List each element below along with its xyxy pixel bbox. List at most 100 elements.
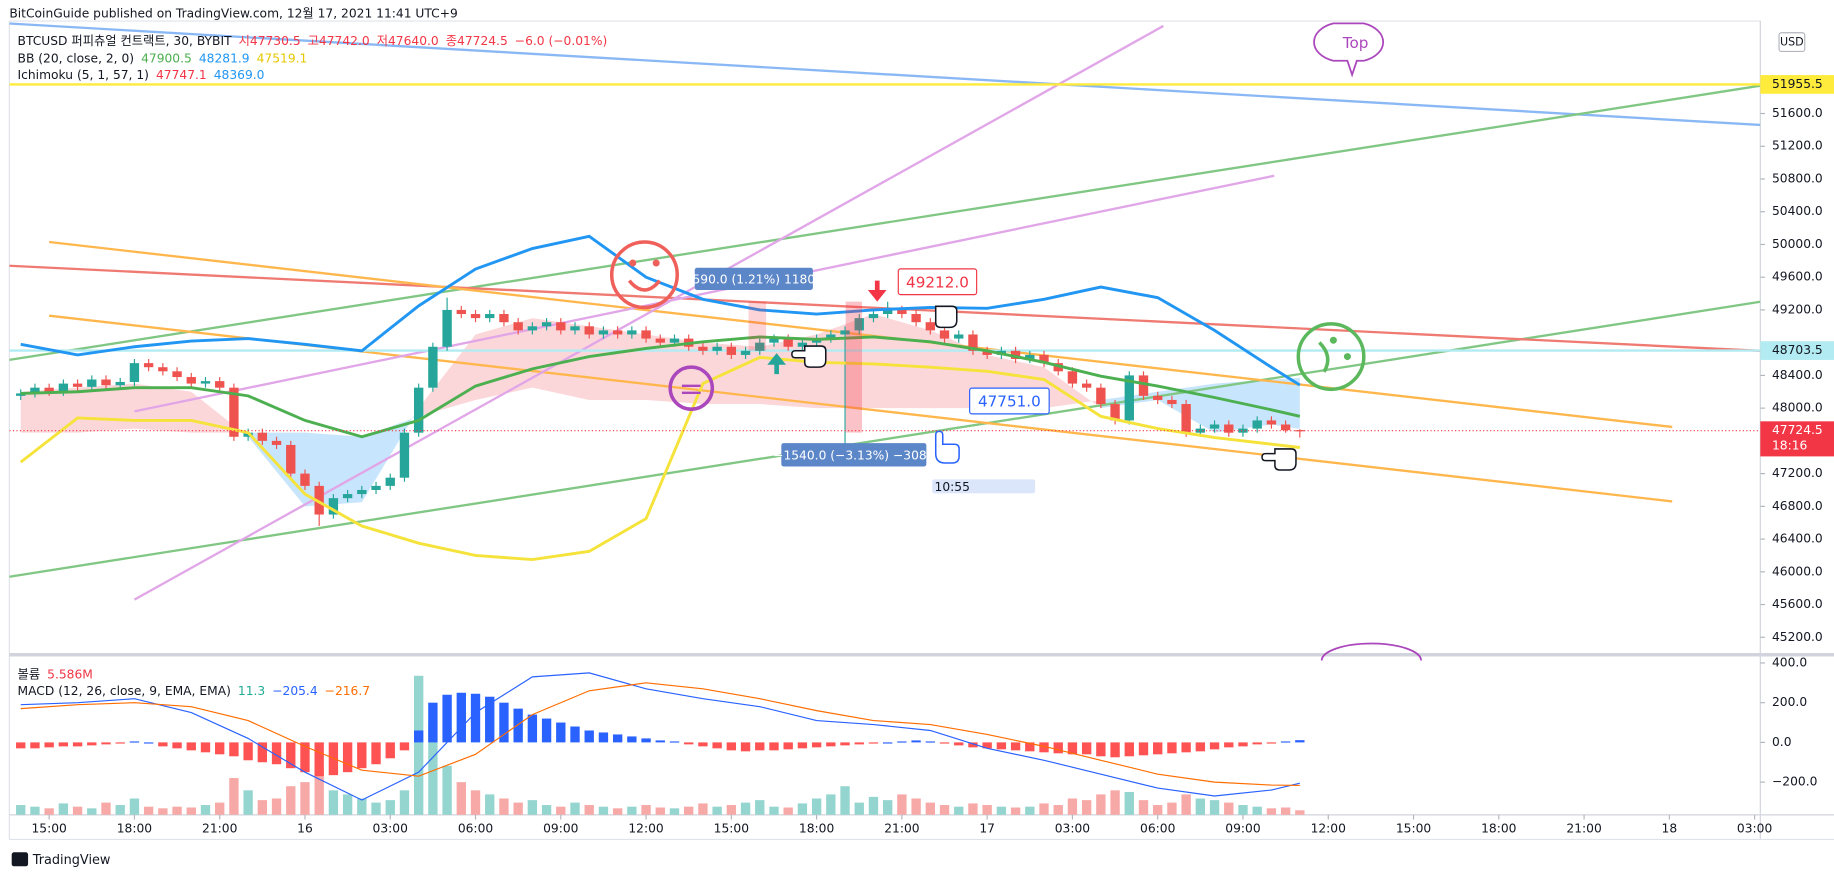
candle-body xyxy=(385,477,395,486)
candle-body xyxy=(968,334,978,351)
volume-bar xyxy=(612,808,623,815)
macd-histogram-bar xyxy=(342,742,353,773)
macd-histogram-bar xyxy=(1153,742,1163,755)
macd-histogram-bar xyxy=(357,742,367,769)
trendline xyxy=(9,84,1761,362)
volume-bar xyxy=(996,806,1007,815)
candle-body xyxy=(1138,375,1149,396)
volume-bar xyxy=(570,802,580,815)
volume-bar xyxy=(1153,805,1163,815)
candle-body xyxy=(570,326,580,331)
candle-body xyxy=(612,330,623,335)
y-tick-label: 48000.0 xyxy=(1772,401,1823,415)
x-tick-label: 12:00 xyxy=(628,821,663,835)
macd-histogram-bar xyxy=(115,742,125,744)
y-tick-label: 51200.0 xyxy=(1772,139,1823,153)
volume-bar xyxy=(58,803,69,815)
volume-bar xyxy=(769,806,779,815)
legend-row: 볼륨 5.586M xyxy=(18,667,93,681)
candle-body xyxy=(1238,428,1248,433)
macd-histogram-bar xyxy=(925,741,935,743)
change: −6.0 (−0.01%) xyxy=(515,33,608,47)
candle-body xyxy=(527,326,538,331)
candle-body xyxy=(925,322,935,331)
candle-body xyxy=(172,371,182,378)
volume-bar xyxy=(783,807,793,815)
candle-body xyxy=(911,314,921,323)
volume-bar xyxy=(286,786,296,815)
candle-body xyxy=(698,346,708,351)
y-tick-label: 50000.0 xyxy=(1772,237,1823,251)
legend-row: BB (20, close, 2, 0) 47900.5 48281.9 47519.… xyxy=(18,51,308,65)
volume-bar xyxy=(982,805,992,815)
candle-body xyxy=(1295,430,1305,432)
trendline xyxy=(9,300,1761,578)
macd-histogram-bar xyxy=(413,730,424,743)
candle-body xyxy=(556,322,566,331)
candle-body xyxy=(868,314,879,319)
macd-histogram-bar xyxy=(612,734,623,743)
x-tick-label: 18:00 xyxy=(1481,821,1516,835)
macd-histogram-bar xyxy=(911,740,921,743)
volume-bar xyxy=(101,802,111,815)
candle-body xyxy=(1124,375,1134,421)
callout-bubble xyxy=(1313,22,1385,78)
candle-body xyxy=(286,444,296,474)
annotation-box xyxy=(969,387,1050,415)
macd-histogram-bar xyxy=(1025,742,1035,752)
x-tick-label: 06:00 xyxy=(458,821,493,835)
neutral-face xyxy=(668,365,715,411)
volume-bar xyxy=(413,675,424,815)
macd-histogram-bar xyxy=(58,742,69,747)
candle-body xyxy=(499,314,509,323)
volume-bar xyxy=(726,805,737,815)
macd-histogram-bar xyxy=(1053,742,1063,754)
candle-body xyxy=(740,350,751,355)
volume-bar xyxy=(755,800,765,815)
volume-bar xyxy=(939,805,950,815)
macd-histogram-bar xyxy=(485,696,495,743)
macd-histogram-bar xyxy=(755,742,765,751)
volume-bar xyxy=(968,803,978,815)
macd-histogram-bar xyxy=(428,702,438,743)
legend-row: MACD (12, 26, close, 9, EMA, EMA) 11.3 −20… xyxy=(18,683,371,697)
x-tick-label: 06:00 xyxy=(1140,821,1175,835)
macd-histogram-bar xyxy=(129,741,140,743)
annotation-box xyxy=(694,267,813,290)
macd-histogram-bar xyxy=(698,742,708,747)
macd-histogram-bar xyxy=(1266,742,1277,744)
candle-body xyxy=(371,485,381,490)
macd-pane xyxy=(16,672,1305,815)
volume-bar xyxy=(371,802,381,815)
candle-body xyxy=(158,367,168,372)
face-eye xyxy=(629,259,637,267)
candle-body xyxy=(655,338,665,343)
trendline xyxy=(49,240,1673,429)
macd-histogram-bar xyxy=(371,742,381,765)
currency-box xyxy=(1778,32,1806,53)
indicator-label: Ichimoku (5, 1, 57, 1) xyxy=(18,67,149,81)
macd-histogram-bar xyxy=(826,742,836,747)
volume-bar xyxy=(342,794,353,815)
macd-histogram-bar xyxy=(556,722,566,743)
macd-tick-label: 200.0 xyxy=(1772,695,1807,709)
volume-bar xyxy=(684,806,694,815)
callout-bubble xyxy=(1320,642,1422,661)
macd-histogram-bar xyxy=(740,742,751,752)
volume-bar xyxy=(257,800,268,815)
volume-bar xyxy=(1238,805,1248,815)
macd-line xyxy=(20,672,1300,801)
face-eye xyxy=(1329,336,1337,344)
trendline xyxy=(9,22,1761,127)
price-tag-label: 51955.5 xyxy=(1772,77,1823,91)
macd-histogram-bar xyxy=(1195,742,1206,752)
candle-body xyxy=(769,338,779,343)
macd-histogram-bar xyxy=(456,692,466,743)
volume-bar xyxy=(1295,810,1305,815)
volume-bar xyxy=(16,805,26,815)
macd-histogram-bar xyxy=(257,742,268,763)
candle-body xyxy=(115,381,125,386)
macd-histogram-bar xyxy=(584,730,594,743)
currency: USD xyxy=(1780,36,1804,49)
